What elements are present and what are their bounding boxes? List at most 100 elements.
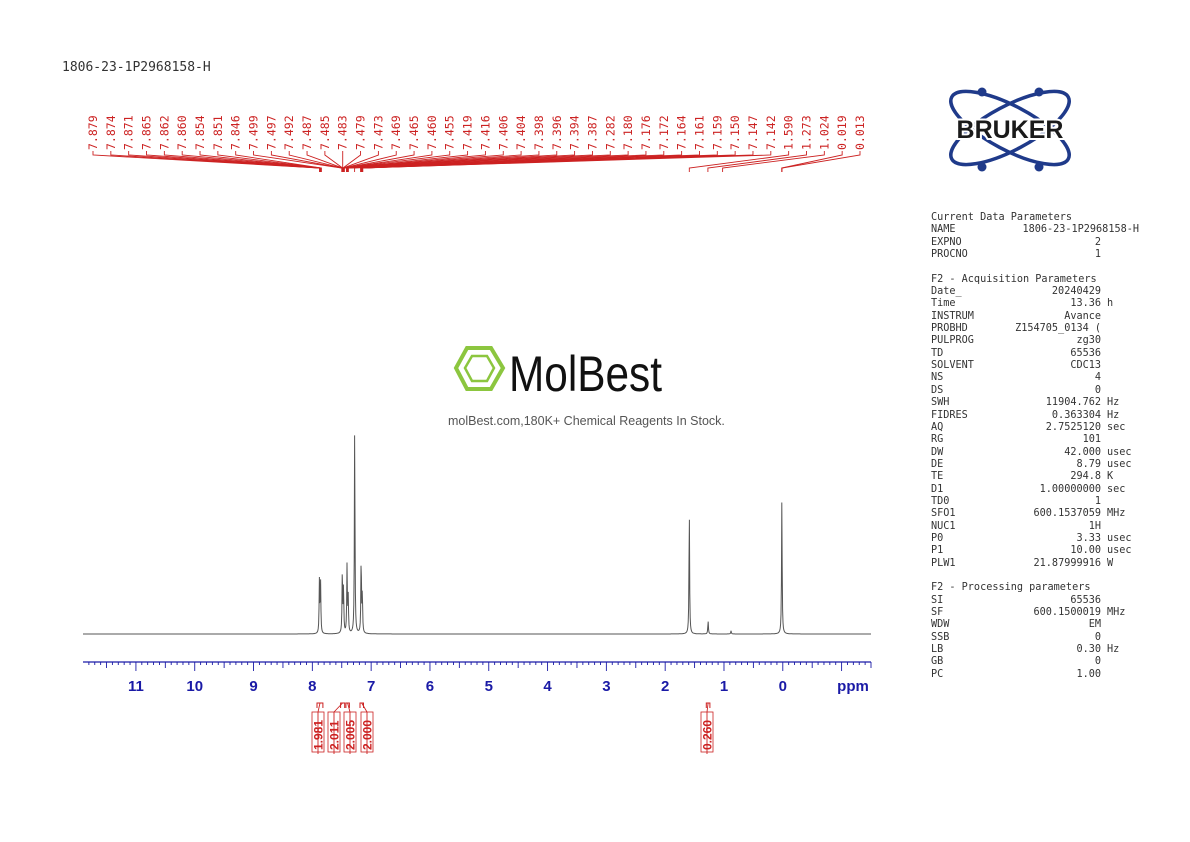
peak-label: 7.387 [585,115,599,150]
param-unit: usec [1107,446,1132,458]
param-value: 0 [1094,656,1101,668]
param-section-title: F2 - Acquisition Parameters [931,273,1097,285]
peak-connector [343,151,451,172]
x-tick-label: 0 [779,678,787,695]
peak-label: 7.161 [692,115,706,150]
param-key: SOLVENT [931,360,974,372]
molbest-tagline: molBest.com,180K+ Chemical Reagents In S… [448,414,725,428]
peak-label: 7.159 [710,115,724,150]
param-unit: h [1107,298,1114,310]
param-key: PROCNO [931,249,968,261]
peak-connector [324,151,344,172]
param-value: 0.30 [1076,644,1101,656]
param-row: PC 1.00 [931,669,1151,681]
peak-label: 7.473 [371,115,385,150]
peak-connector [722,151,825,172]
param-key: SWH [931,397,950,409]
param-value: 21.87999916 [1033,557,1101,569]
integral-box [700,711,714,753]
param-unit [1101,656,1107,668]
integral-value: 2.005 [344,720,358,750]
param-value: 1806-23-1P2968158-H [1022,224,1139,236]
peak-connector [347,151,593,172]
integral-layer: 1.981 2.011 2.005 2.000 0.260 [311,702,715,754]
param-row: D1 1.00000000 sec [931,484,1151,496]
peak-connector-layer [92,151,861,172]
peak-label: 7.282 [603,115,617,150]
param-key: TD [931,347,944,359]
peak-label: 7.874 [104,115,118,150]
molbest-logo-text: MolBest [509,346,662,400]
param-unit: usec [1107,458,1132,470]
param-value: 101 [1082,434,1101,446]
param-row: NUC1 1H [931,521,1151,533]
peak-label: 7.865 [140,115,154,150]
param-unit [1101,669,1107,681]
peak-label: 1.024 [817,115,831,150]
peak-label: 7.487 [300,115,314,150]
peak-label: 7.164 [675,115,689,150]
param-key: WDW [931,619,950,631]
x-tick-label: 5 [485,678,493,695]
param-value: 1 [1094,249,1101,261]
peak-label: 7.492 [282,115,296,150]
param-row: TE 294.8 K [931,471,1151,483]
param-value: 0 [1094,384,1101,396]
x-tick-label: 1 [720,678,728,695]
peak-label: 0.013 [853,115,867,150]
param-unit [1101,237,1107,249]
param-unit: Hz [1107,409,1120,421]
param-row: INSTRUM Avance [931,311,1151,323]
param-row: P1 10.00 usec [931,545,1151,557]
param-value: 2.7525120 [1045,421,1101,433]
param-key: NAME [931,224,956,236]
x-tick-label: 8 [308,678,316,695]
param-key: NS [931,372,944,384]
param-key: DE [931,458,944,470]
param-value: 42.000 [1064,446,1101,458]
peak-label: 7.485 [318,115,332,150]
integral-box [327,711,341,753]
param-row: NS 4 [931,372,1151,384]
peak-connector [781,151,843,172]
sample-name: 1806-23-1P2968158-H [62,60,211,75]
bruker-logo-text: BRUKER [957,116,1064,144]
param-value: CDC13 [1070,360,1101,372]
param-unit: sec [1107,483,1126,495]
param-row: PROCNO 1 [931,249,1151,261]
integral-value: 2.011 [328,720,342,750]
peak-label: 7.404 [514,115,528,150]
bruker-logo: BRUKER [922,82,1098,183]
param-value: 600.1500019 [1033,607,1101,618]
param-key: FIDRES [931,409,968,421]
param-row: SF 600.1500019 MHz [931,607,1151,619]
param-value: 20240429 [1051,286,1101,298]
param-unit [1101,335,1107,347]
integral-box [311,711,325,753]
integral-value: 1.981 [312,720,326,750]
param-unit [1101,521,1107,533]
param-value: 294.8 [1070,471,1101,483]
param-row: DS 0 [931,385,1151,397]
param-key: PC [931,668,944,680]
param-key: P0 [931,532,944,544]
param-section-title: F2 - Processing parameters [931,582,1091,594]
param-key: TE [931,471,944,483]
peak-label: 7.483 [336,115,350,150]
param-unit [1101,360,1107,372]
param-row: SFO1 600.1537059 MHz [931,508,1151,520]
param-key: D1 [931,483,944,495]
param-key: SSB [931,631,950,643]
peak-label: 1.590 [782,115,796,150]
peak-connector [146,151,321,172]
param-value: 65536 [1070,347,1101,359]
peak-label: 7.150 [728,115,742,150]
peak-label: 7.479 [354,115,368,150]
peak-label: 7.851 [211,115,225,150]
param-value: 10.00 [1070,545,1101,557]
param-unit [1101,323,1107,335]
param-unit [1101,434,1107,446]
peak-label: 7.860 [175,115,189,150]
param-value: 4 [1094,372,1101,384]
peak-label-layer: 7.879 7.874 7.871 7.865 7.862 7.860 7.854 7.851… [86,115,867,150]
